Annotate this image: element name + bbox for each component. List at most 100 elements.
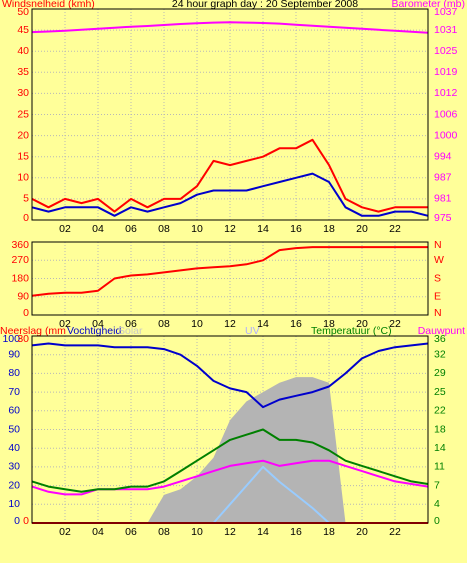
x-tick-label: 08: [158, 223, 170, 235]
x-tick-label: 18: [323, 318, 335, 330]
y-tick-label: 180: [11, 272, 29, 284]
y2-tick-label: 18: [434, 423, 446, 435]
x-tick-label: 20: [356, 223, 368, 235]
x-tick-label: 20: [356, 318, 368, 330]
y2-tick-label: 36: [434, 333, 446, 345]
x-tick-label: 18: [323, 526, 335, 538]
y-tick-label: 25: [17, 108, 29, 120]
y2-tick-label: 994: [434, 150, 452, 162]
y-tick-label: 30: [17, 87, 29, 99]
y2-tick-label: 14: [434, 442, 446, 454]
y2-tick-label: W: [434, 254, 444, 266]
y-tick-label: 90: [8, 348, 20, 360]
x-tick-label: 10: [191, 526, 203, 538]
x-tick-label: 02: [59, 223, 71, 235]
x-tick-label: 02: [59, 318, 71, 330]
y2-tick-label: 1019: [434, 66, 458, 78]
y-tick-label: 0: [23, 307, 29, 319]
y-tick-label: 30: [8, 461, 20, 473]
axis-label: Solar: [118, 325, 143, 337]
x-tick-label: 18: [323, 223, 335, 235]
area: [32, 377, 428, 523]
y2-tick-label: 1025: [434, 45, 458, 57]
x-tick-label: 12: [224, 318, 236, 330]
x-tick-label: 20: [356, 526, 368, 538]
y-tick-label: 35: [17, 66, 29, 78]
y-tick-label: 10: [17, 172, 29, 184]
y2-tick-label: 987: [434, 172, 452, 184]
x-tick-label: 16: [290, 526, 302, 538]
y-tick-label: 100: [2, 333, 20, 345]
line: [31, 342, 429, 409]
y2-tick-label: N: [434, 307, 442, 319]
x-tick-label: 06: [125, 318, 137, 330]
x-tick-label: 12: [224, 526, 236, 538]
axis-label: Barometer (mb): [391, 0, 465, 10]
line: [31, 172, 429, 217]
axis-label: Dauwpunt: [418, 325, 465, 337]
axis-label: Neerslag (mm: [0, 325, 66, 337]
x-tick-label: 14: [257, 223, 269, 235]
y2-tick-label: 1012: [434, 87, 458, 99]
x-tick-label: 22: [389, 223, 401, 235]
y2-tick-label: 0: [434, 515, 440, 527]
x-tick-label: 10: [191, 318, 203, 330]
y2-tick-label: N: [434, 239, 442, 251]
y-tick-label: 40: [8, 442, 20, 454]
line: [31, 246, 428, 297]
y-tick-label: 45: [17, 24, 29, 36]
y-tick-label: 10: [8, 498, 20, 510]
x-tick-label: 06: [125, 526, 137, 538]
line: [31, 138, 428, 213]
y2-tick-label: 1006: [434, 108, 458, 120]
axis-label: Windsnelheid (kmh): [2, 0, 95, 10]
x-tick-label: 02: [59, 526, 71, 538]
y-tick-label: 70: [8, 386, 20, 398]
y2-tick-label: 981: [434, 193, 452, 205]
y2-tick-label: 1037: [434, 6, 458, 18]
axis-label: UV: [245, 325, 260, 337]
y2-tick-label: 32: [434, 348, 446, 360]
y-tick-label: 0: [23, 212, 29, 224]
x-tick-label: 06: [125, 223, 137, 235]
line: [31, 428, 429, 493]
x-tick-label: 08: [158, 318, 170, 330]
y2-tick-label: 4: [434, 498, 440, 510]
y-tick-label: 40: [17, 45, 29, 57]
x-tick-label: 14: [257, 526, 269, 538]
x-tick-label: 22: [389, 318, 401, 330]
plot-frame: [31, 335, 429, 524]
axis-label: Vochtigheid: [67, 325, 121, 337]
y-tick-label: 20: [8, 479, 20, 491]
y-tick-label: 50: [8, 423, 20, 435]
y2-tick-label: 25: [434, 386, 446, 398]
line: [31, 21, 429, 34]
y-tick-label: 50: [17, 6, 29, 18]
axis-label: Temperatuur (°C): [311, 325, 392, 337]
y-tick-label: 0: [14, 515, 20, 527]
x-tick-label: 14: [257, 318, 269, 330]
y3-tick-label: 30: [17, 333, 29, 345]
y-tick-label: 80: [8, 367, 20, 379]
y2-tick-label: 29: [434, 367, 446, 379]
x-tick-label: 12: [224, 223, 236, 235]
x-tick-label: 16: [290, 223, 302, 235]
plot-frame: [31, 8, 429, 221]
y-tick-label: 90: [17, 291, 29, 303]
y3-tick-label: 0: [23, 515, 29, 527]
y2-tick-label: 1000: [434, 129, 458, 141]
y2-tick-label: 1031: [434, 24, 458, 36]
x-tick-label: 04: [92, 526, 104, 538]
y-tick-label: 5: [23, 193, 29, 205]
y2-tick-label: 7: [434, 479, 440, 491]
x-tick-label: 10: [191, 223, 203, 235]
x-tick-label: 22: [389, 526, 401, 538]
x-tick-label: 04: [92, 318, 104, 330]
plot-frame: [31, 241, 429, 316]
y-tick-label: 360: [11, 239, 29, 251]
y2-tick-label: 22: [434, 405, 446, 417]
y-tick-label: 15: [17, 150, 29, 162]
x-tick-label: 04: [92, 223, 104, 235]
